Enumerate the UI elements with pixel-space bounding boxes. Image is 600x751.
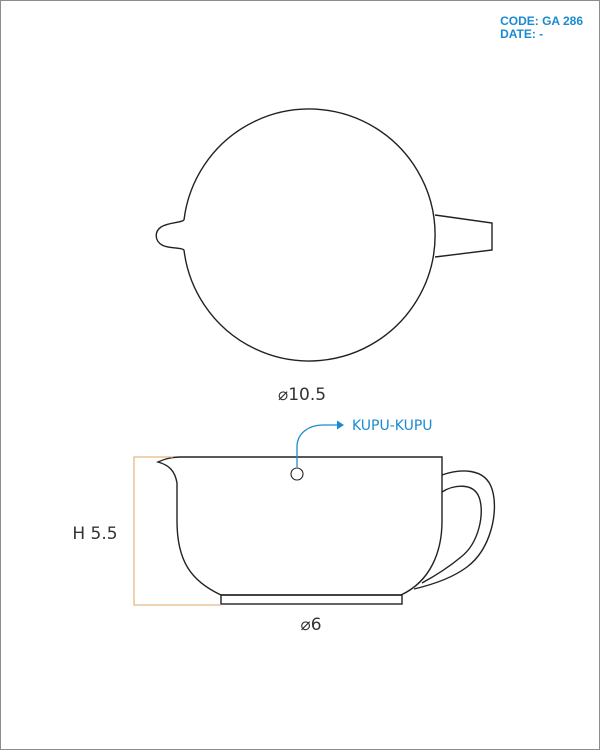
code-block: CODE: GA 286 DATE: - (500, 15, 583, 41)
top-view-body (183, 108, 436, 362)
side-view-handle-inner (421, 485, 482, 584)
side-view-handle-outer (413, 470, 496, 590)
top-view-handle (434, 214, 493, 258)
arrow-right-icon (296, 420, 344, 467)
height-dimension-line (133, 456, 221, 606)
base-diameter-label: ⌀6 (300, 615, 321, 635)
side-view-body (155, 456, 443, 596)
top-view (155, 108, 493, 362)
top-view-spout (155, 219, 185, 251)
product-code: CODE: GA 286 (500, 14, 583, 28)
callout-label: KUPU-KUPU (352, 418, 433, 434)
side-view (155, 456, 496, 605)
circle-marker-icon (290, 467, 304, 481)
top-diameter-label: ⌀10.5 (278, 385, 326, 405)
height-label: H 5.5 (72, 524, 117, 544)
side-view-base (220, 594, 403, 605)
date-line: DATE: - (500, 27, 544, 41)
